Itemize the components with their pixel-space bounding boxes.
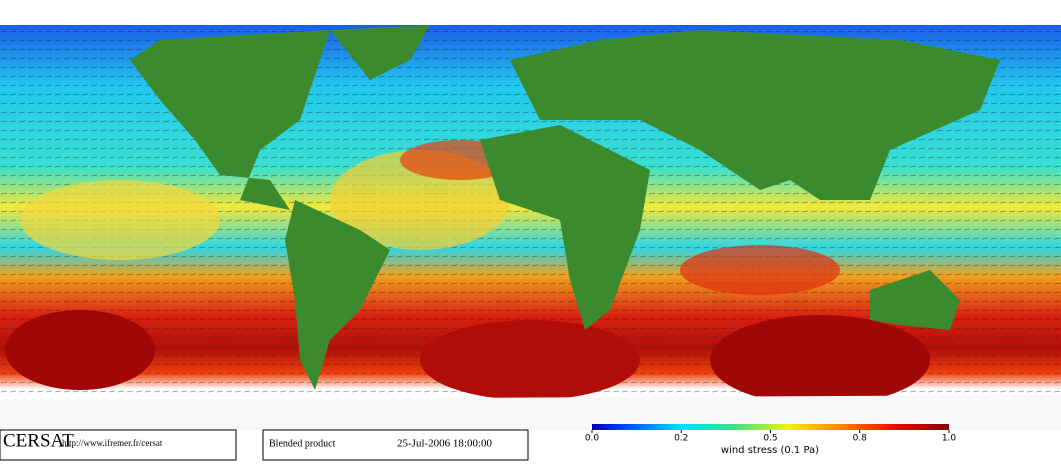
colorbar-tick-label: 0.8 [853, 434, 868, 444]
product-name: Blended product [269, 438, 336, 449]
footer: CERSAT http://www.ifremer.fr/cersat Blen… [0, 424, 949, 461]
colorbar [592, 424, 949, 430]
source-url[interactable]: http://www.ifremer.fr/cersat [62, 438, 163, 448]
colorbar-tick-label: 0.5 [763, 434, 777, 444]
colorbar-label: wind stress (0.1 Pa) [721, 445, 819, 456]
timestamp: 25-Jul-2006 18:00:00 [397, 438, 493, 450]
map-background [0, 25, 1061, 430]
colorbar-tick-label: 0.0 [585, 434, 600, 444]
logo: CERSAT [3, 430, 74, 451]
colorbar-tick-label: 0.2 [674, 434, 688, 444]
colorbar-tick-label: 1.0 [942, 434, 957, 444]
